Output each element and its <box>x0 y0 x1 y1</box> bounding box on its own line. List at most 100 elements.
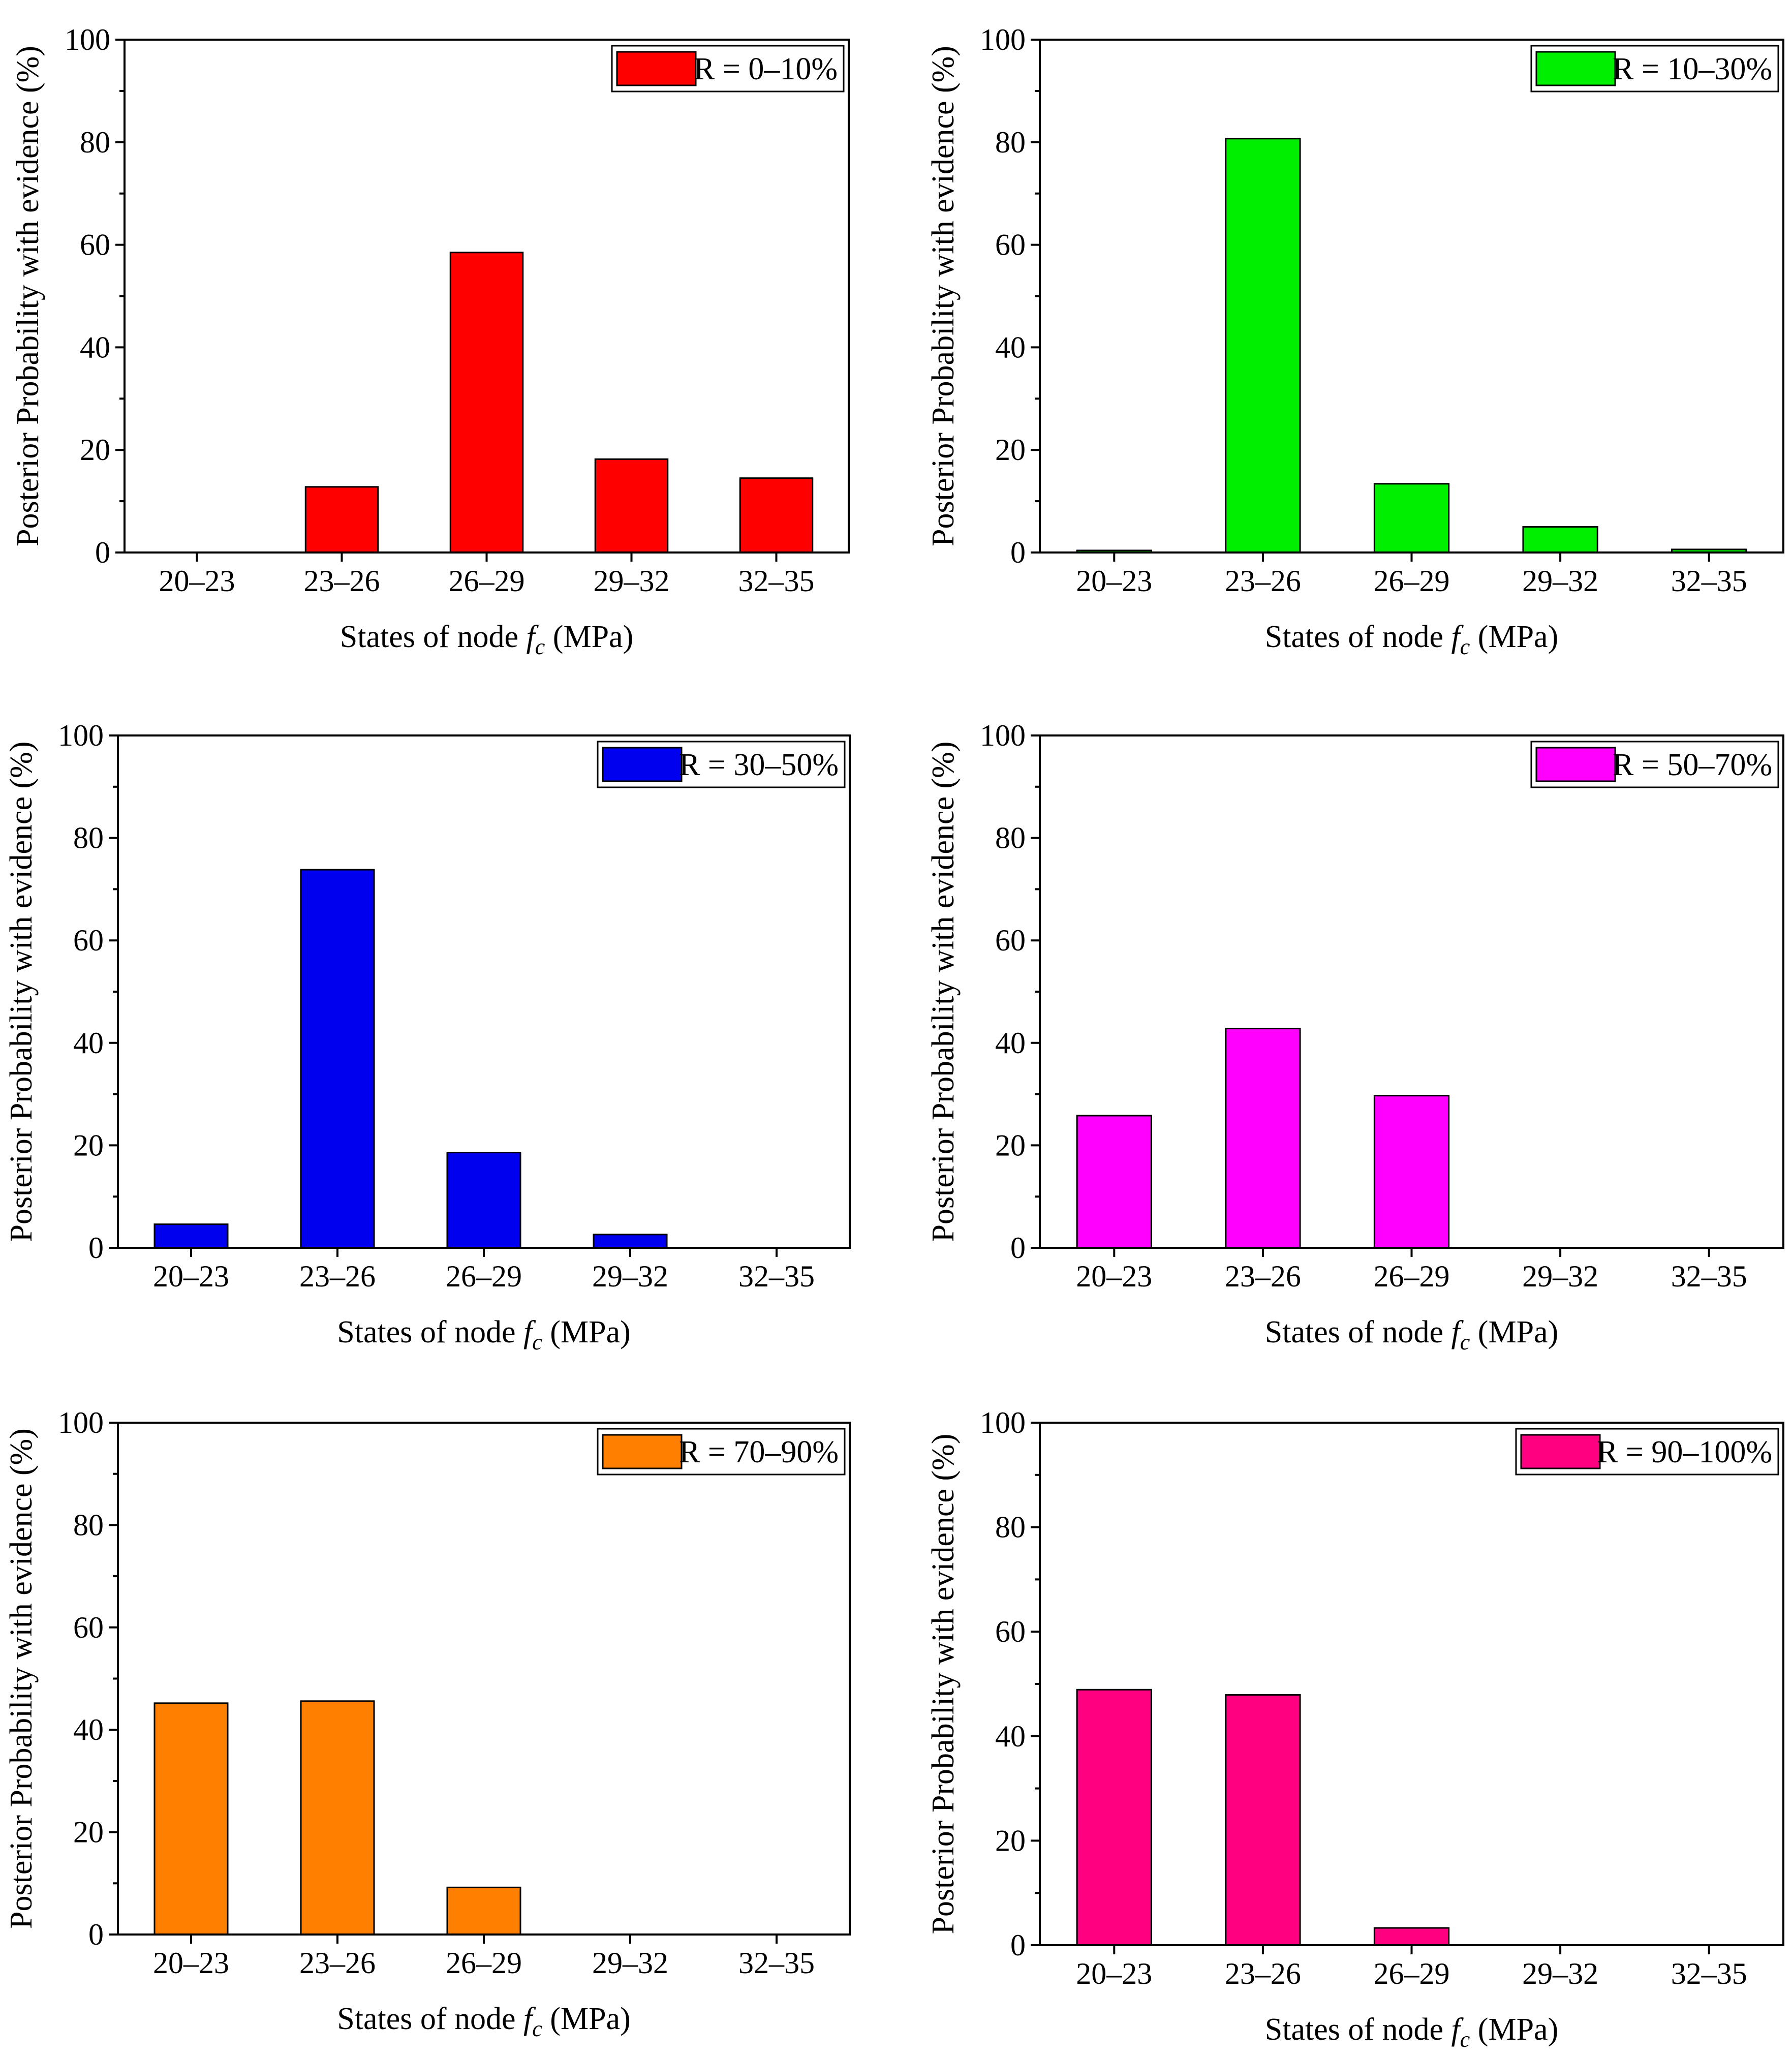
y-tick-label: 60 <box>995 1615 1026 1648</box>
y-tick-label: 40 <box>995 1026 1026 1060</box>
x-tick-label: 23–26 <box>299 1946 376 1980</box>
x-tick-label: 23–26 <box>304 564 380 598</box>
y-tick-label: 80 <box>80 126 110 159</box>
x-tick-label: 20–23 <box>1076 1957 1152 1990</box>
legend-swatch <box>1535 747 1616 782</box>
bar-26–29 <box>449 252 524 554</box>
bar-29–32 <box>1522 526 1598 554</box>
legend-label: R = 50–70% <box>1613 748 1772 782</box>
y-tick-label: 100 <box>980 23 1026 56</box>
x-axis-title: States of node fc (MPa) <box>1265 2012 1558 2052</box>
x-tick-label: 29–32 <box>1522 1260 1598 1293</box>
legend-swatch <box>1520 1434 1601 1469</box>
x-tick-label: 29–32 <box>1522 564 1598 598</box>
y-tick-label: 100 <box>58 1406 104 1439</box>
legend-label: R = 0–10% <box>694 52 838 86</box>
x-tick-label: 29–32 <box>592 1946 668 1980</box>
x-tick-label: 26–29 <box>1374 1957 1450 1990</box>
y-tick-label: 0 <box>88 1231 104 1265</box>
legend-swatch <box>602 747 683 782</box>
y-tick-label: 40 <box>80 330 110 364</box>
y-tick-label: 60 <box>73 924 104 957</box>
y-tick-label: 20 <box>995 433 1026 467</box>
bar-26–29 <box>446 1152 521 1249</box>
legend-swatch <box>602 1434 683 1469</box>
x-tick-label: 32–35 <box>738 564 815 598</box>
x-tick-label: 20–23 <box>153 1946 229 1980</box>
y-tick-label: 0 <box>1010 1928 1026 1962</box>
x-tick-label: 20–23 <box>153 1260 229 1293</box>
plot-frame <box>1039 39 1784 554</box>
chart-panel-6: 0 20 40 60 80 100 20–23 23–26 26–29 29–32 32–35 Sta… <box>926 1406 1784 2052</box>
x-tick-label: 23–26 <box>1225 1957 1301 1990</box>
y-axis-title: Posterior Probability with evidence (%) <box>11 46 45 546</box>
bar-23–26 <box>300 1700 375 1936</box>
y-tick-label: 40 <box>73 1026 104 1060</box>
x-tick-label: 32–35 <box>1671 1260 1747 1293</box>
x-tick-label: 23–26 <box>299 1260 376 1293</box>
bar-29–32 <box>594 458 669 554</box>
bar-23–26 <box>304 486 379 554</box>
y-tick-label: 0 <box>88 1918 104 1951</box>
x-axis-title: States of node fc (MPa) <box>1265 1315 1558 1355</box>
x-tick-label: 26–29 <box>446 1260 522 1293</box>
x-tick-label: 26–29 <box>446 1946 522 1980</box>
y-tick-label: 60 <box>73 1611 104 1644</box>
y-tick-label: 20 <box>73 1816 104 1849</box>
y-tick-label: 20 <box>80 433 110 467</box>
y-tick-label: 60 <box>995 228 1026 262</box>
legend-label: R = 10–30% <box>1613 52 1772 86</box>
y-tick-label: 40 <box>995 1720 1026 1753</box>
chart-panel-2: 0 20 40 60 80 100 20–23 23–26 26–29 29–32 32–35 Sta… <box>926 23 1784 659</box>
bar-26–29 <box>1373 483 1450 554</box>
y-tick-label: 80 <box>73 1508 104 1542</box>
y-axis-title: Posterior Probability with evidence (%) <box>926 1434 961 1935</box>
legend-swatch <box>1535 51 1616 86</box>
y-axis-title: Posterior Probability with evidence (%) <box>926 46 961 546</box>
x-axis-title: States of node fc (MPa) <box>340 620 633 659</box>
y-tick-label: 20 <box>73 1128 104 1162</box>
y-tick-label: 80 <box>995 821 1026 855</box>
bar-29–32 <box>593 1234 668 1249</box>
x-tick-label: 32–35 <box>1671 564 1747 598</box>
chart-panel-5: 0 20 40 60 80 100 20–23 23–26 26–29 29–32 32–35 Sta… <box>4 1406 851 2041</box>
legend-label: R = 30–50% <box>679 748 839 782</box>
legend-swatch <box>616 51 697 86</box>
y-tick-label: 100 <box>980 719 1026 752</box>
y-tick-label: 100 <box>58 719 104 752</box>
bar-20–23 <box>153 1223 229 1249</box>
x-tick-label: 23–26 <box>1225 1260 1301 1293</box>
bar-32–35 <box>739 477 814 554</box>
y-tick-label: 40 <box>995 330 1026 364</box>
x-axis-title: States of node fc (MPa) <box>337 1315 630 1355</box>
y-tick-label: 40 <box>73 1713 104 1746</box>
y-tick-label: 0 <box>95 536 110 569</box>
x-axis-title: States of node fc (MPa) <box>337 2002 630 2041</box>
y-tick-label: 20 <box>995 1824 1026 1857</box>
x-tick-label: 32–35 <box>1671 1957 1747 1990</box>
y-tick-label: 80 <box>73 821 104 855</box>
x-tick-label: 29–32 <box>592 1260 668 1293</box>
x-tick-label: 26–29 <box>1374 564 1450 598</box>
chart-panel-1: 0 20 40 60 80 100 20–23 23–26 26–29 29–32 32–35 Sta… <box>11 23 850 659</box>
y-axis-title: Posterior Probability with evidence (%) <box>4 742 39 1242</box>
bar-23–26 <box>1225 1028 1301 1249</box>
y-tick-label: 60 <box>995 924 1026 957</box>
x-tick-label: 20–23 <box>1076 1260 1152 1293</box>
x-tick-label: 32–35 <box>738 1946 815 1980</box>
x-tick-label: 23–26 <box>1225 564 1301 598</box>
chart-panel-3: 0 20 40 60 80 100 20–23 23–26 26–29 29–32 32–35 Sta… <box>4 719 851 1355</box>
bar-26–29 <box>446 1886 521 1936</box>
bar-20–23 <box>1076 1688 1152 1946</box>
y-tick-label: 20 <box>995 1128 1026 1162</box>
x-tick-label: 29–32 <box>594 564 670 598</box>
y-tick-label: 100 <box>980 1406 1026 1439</box>
legend-label: R = 70–90% <box>679 1435 839 1469</box>
bar-20–23 <box>1076 1115 1152 1249</box>
x-axis-title: States of node fc (MPa) <box>1265 620 1558 659</box>
y-tick-label: 0 <box>1010 1231 1026 1265</box>
x-tick-label: 26–29 <box>1374 1260 1450 1293</box>
y-tick-label: 0 <box>1010 536 1026 569</box>
bar-26–29 <box>1373 1927 1450 1946</box>
